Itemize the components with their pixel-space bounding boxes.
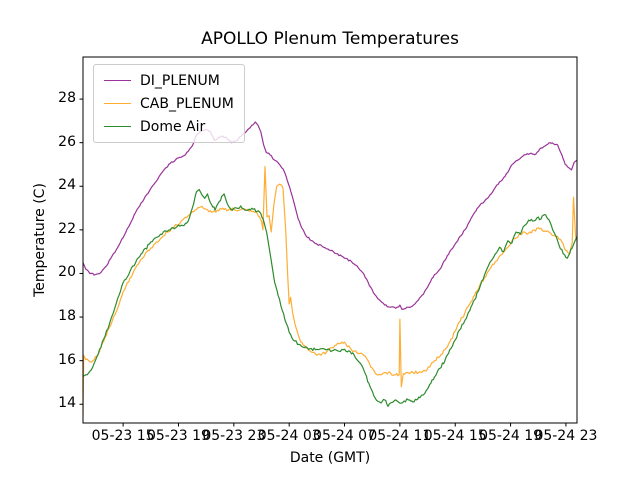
y-tick-label: 26 — [58, 133, 76, 150]
y-tick-label: 28 — [58, 90, 76, 107]
y-tick-label: 24 — [58, 177, 76, 194]
legend-label: DI_PLENUM — [140, 72, 220, 89]
x-tick-label: 05-23 15 — [91, 428, 155, 444]
legend-line-sample — [104, 103, 131, 104]
legend-item: DI_PLENUM — [104, 69, 234, 92]
y-tick-label: 20 — [58, 264, 76, 281]
legend-item: Dome Air — [104, 115, 234, 138]
y-tick-label: 14 — [58, 395, 76, 412]
x-tick-label: 05-24 03 — [257, 428, 321, 444]
axes-box — [82, 56, 578, 424]
legend-label: Dome Air — [140, 118, 206, 135]
x-tick-label: 05-23 19 — [146, 428, 210, 444]
series-line-Dome Air — [83, 188, 577, 407]
legend-line-sample — [104, 80, 131, 81]
x-tick-label: 05-24 19 — [479, 428, 543, 444]
x-tick-label: 05-24 07 — [313, 428, 376, 444]
series-line-DI_PLENUM — [83, 121, 577, 310]
x-tick-label: 05-24 11 — [368, 428, 432, 444]
legend-line-sample — [104, 126, 131, 127]
x-axis-label: Date (GMT) — [289, 450, 371, 466]
legend-item: CAB_PLENUM — [104, 92, 234, 115]
chart-title: APOLLO Plenum Temperatures — [201, 29, 459, 49]
y-tick-label: 16 — [58, 351, 76, 368]
y-tick-label: 18 — [58, 308, 76, 325]
x-tick-label: 05-24 23 — [534, 428, 598, 444]
series-line-CAB_PLENUM — [83, 166, 577, 416]
y-tick-label: 22 — [58, 220, 76, 237]
legend-label: CAB_PLENUM — [140, 95, 234, 112]
x-tick-label: 05-24 15 — [423, 428, 487, 444]
legend: DI_PLENUM CAB_PLENUM Dome Air — [93, 64, 245, 143]
x-tick-label: 05-23 23 — [202, 428, 266, 444]
